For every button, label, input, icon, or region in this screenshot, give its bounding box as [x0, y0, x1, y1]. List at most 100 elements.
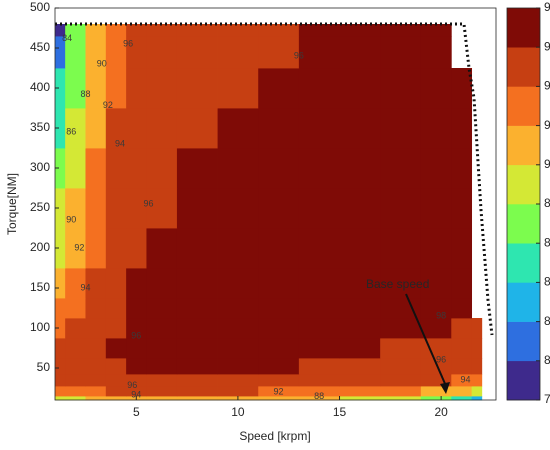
contour-cell [85, 358, 107, 375]
contour-cell [146, 68, 178, 109]
contour-cell [126, 318, 147, 339]
contour-cell [105, 36, 127, 69]
contour-cell [146, 24, 178, 37]
contour-cell [471, 318, 483, 339]
x-tick-label: 15 [333, 405, 347, 419]
colorbar-tick-label: 98 [544, 0, 550, 14]
contour-cell [258, 108, 300, 149]
contour-cell [105, 358, 127, 375]
contour-label: 94 [80, 282, 90, 292]
contour-cell [298, 318, 340, 339]
contour-cell [420, 108, 452, 149]
contour-cell [380, 68, 422, 109]
contour-label: 96 [294, 50, 304, 60]
y-axis-label: Torque[NM] [5, 173, 19, 235]
colorbar-band [507, 360, 540, 401]
contour-cell [146, 228, 178, 269]
contour-cell [55, 228, 66, 269]
contour-cell [146, 148, 178, 189]
contour-cell [258, 24, 300, 37]
torque-envelope [55, 22, 494, 336]
contour-cell [126, 298, 147, 319]
contour-cell [380, 108, 422, 149]
contour-cell [298, 148, 340, 189]
contour-cell [217, 386, 259, 397]
contour-cell [55, 68, 66, 109]
contour-cell [298, 188, 340, 229]
contour-cell [85, 68, 107, 109]
contour-cell [380, 386, 422, 397]
colorbar-band [507, 282, 540, 322]
contour-cell [217, 36, 259, 69]
contour-label: 96 [131, 330, 141, 340]
contour-cell [146, 318, 178, 339]
contour-cell [146, 108, 178, 149]
colorbar-tick-label: 92 [544, 118, 550, 132]
contour-cell [471, 386, 483, 397]
colorbar-tick-label: 80 [544, 353, 550, 367]
contour-cell [451, 68, 473, 109]
contour-cell [146, 358, 178, 375]
contour-cell [298, 228, 340, 269]
contour-label: 94 [131, 390, 141, 400]
contour-cell [339, 188, 381, 229]
y-tick-label: 350 [30, 120, 50, 134]
contour-cell [217, 188, 259, 229]
colorbar-band [507, 204, 540, 244]
contour-cell [55, 338, 66, 359]
contour-cell [105, 108, 127, 149]
contour-cell [420, 228, 452, 269]
colorbar-band [507, 164, 540, 205]
contour-cell [65, 374, 86, 387]
contour-cell [451, 358, 473, 375]
contour-cell [65, 338, 86, 359]
contour-cell [420, 148, 452, 189]
contour-cell [298, 298, 340, 319]
contour-cell [126, 24, 147, 37]
colorbar-band [507, 243, 540, 283]
contour-cell [339, 108, 381, 149]
colorbar-tick-label: 88 [544, 196, 550, 210]
contour-cell [105, 24, 127, 37]
contour-cell [451, 386, 473, 397]
contour-cell [65, 24, 86, 37]
contour-cell [420, 24, 452, 37]
contour-cell [258, 396, 300, 401]
contour-cell [217, 228, 259, 269]
contour-cell [420, 68, 452, 109]
contour-cell [176, 68, 218, 109]
contour-cell [420, 338, 452, 359]
contour-cell [339, 318, 381, 339]
contour-cell [55, 188, 66, 229]
contour-cell [339, 228, 381, 269]
contour-label: 96 [127, 380, 137, 390]
y-tick-label: 450 [30, 40, 50, 54]
contour-cell [217, 338, 259, 359]
colorbar-tick-label: 94 [544, 79, 550, 93]
contour-cell [126, 188, 147, 229]
contour-cell [65, 298, 86, 319]
contour-cell [258, 318, 300, 339]
contour-cell [380, 396, 422, 401]
contour-cell [65, 396, 86, 401]
contour-cell [339, 268, 381, 299]
contour-cell [217, 358, 259, 375]
contour-cell [85, 36, 107, 69]
contour-label: 88 [314, 391, 324, 401]
contour-cell [380, 228, 422, 269]
contour-label: 96 [123, 38, 133, 48]
contour-cell [339, 148, 381, 189]
contour-cell [105, 396, 127, 401]
contour-cell [85, 268, 107, 299]
contour-cell [85, 374, 107, 387]
colorbar-tick-label: 82 [544, 314, 550, 328]
contour-cell [451, 318, 473, 339]
y-tick-label: 300 [30, 160, 50, 174]
contour-cell [380, 24, 422, 37]
contour-cell [105, 318, 127, 339]
contour-cell [451, 108, 473, 149]
contour-cell [258, 298, 300, 319]
contour-cell [55, 108, 66, 149]
contour-label: 94 [115, 138, 125, 148]
